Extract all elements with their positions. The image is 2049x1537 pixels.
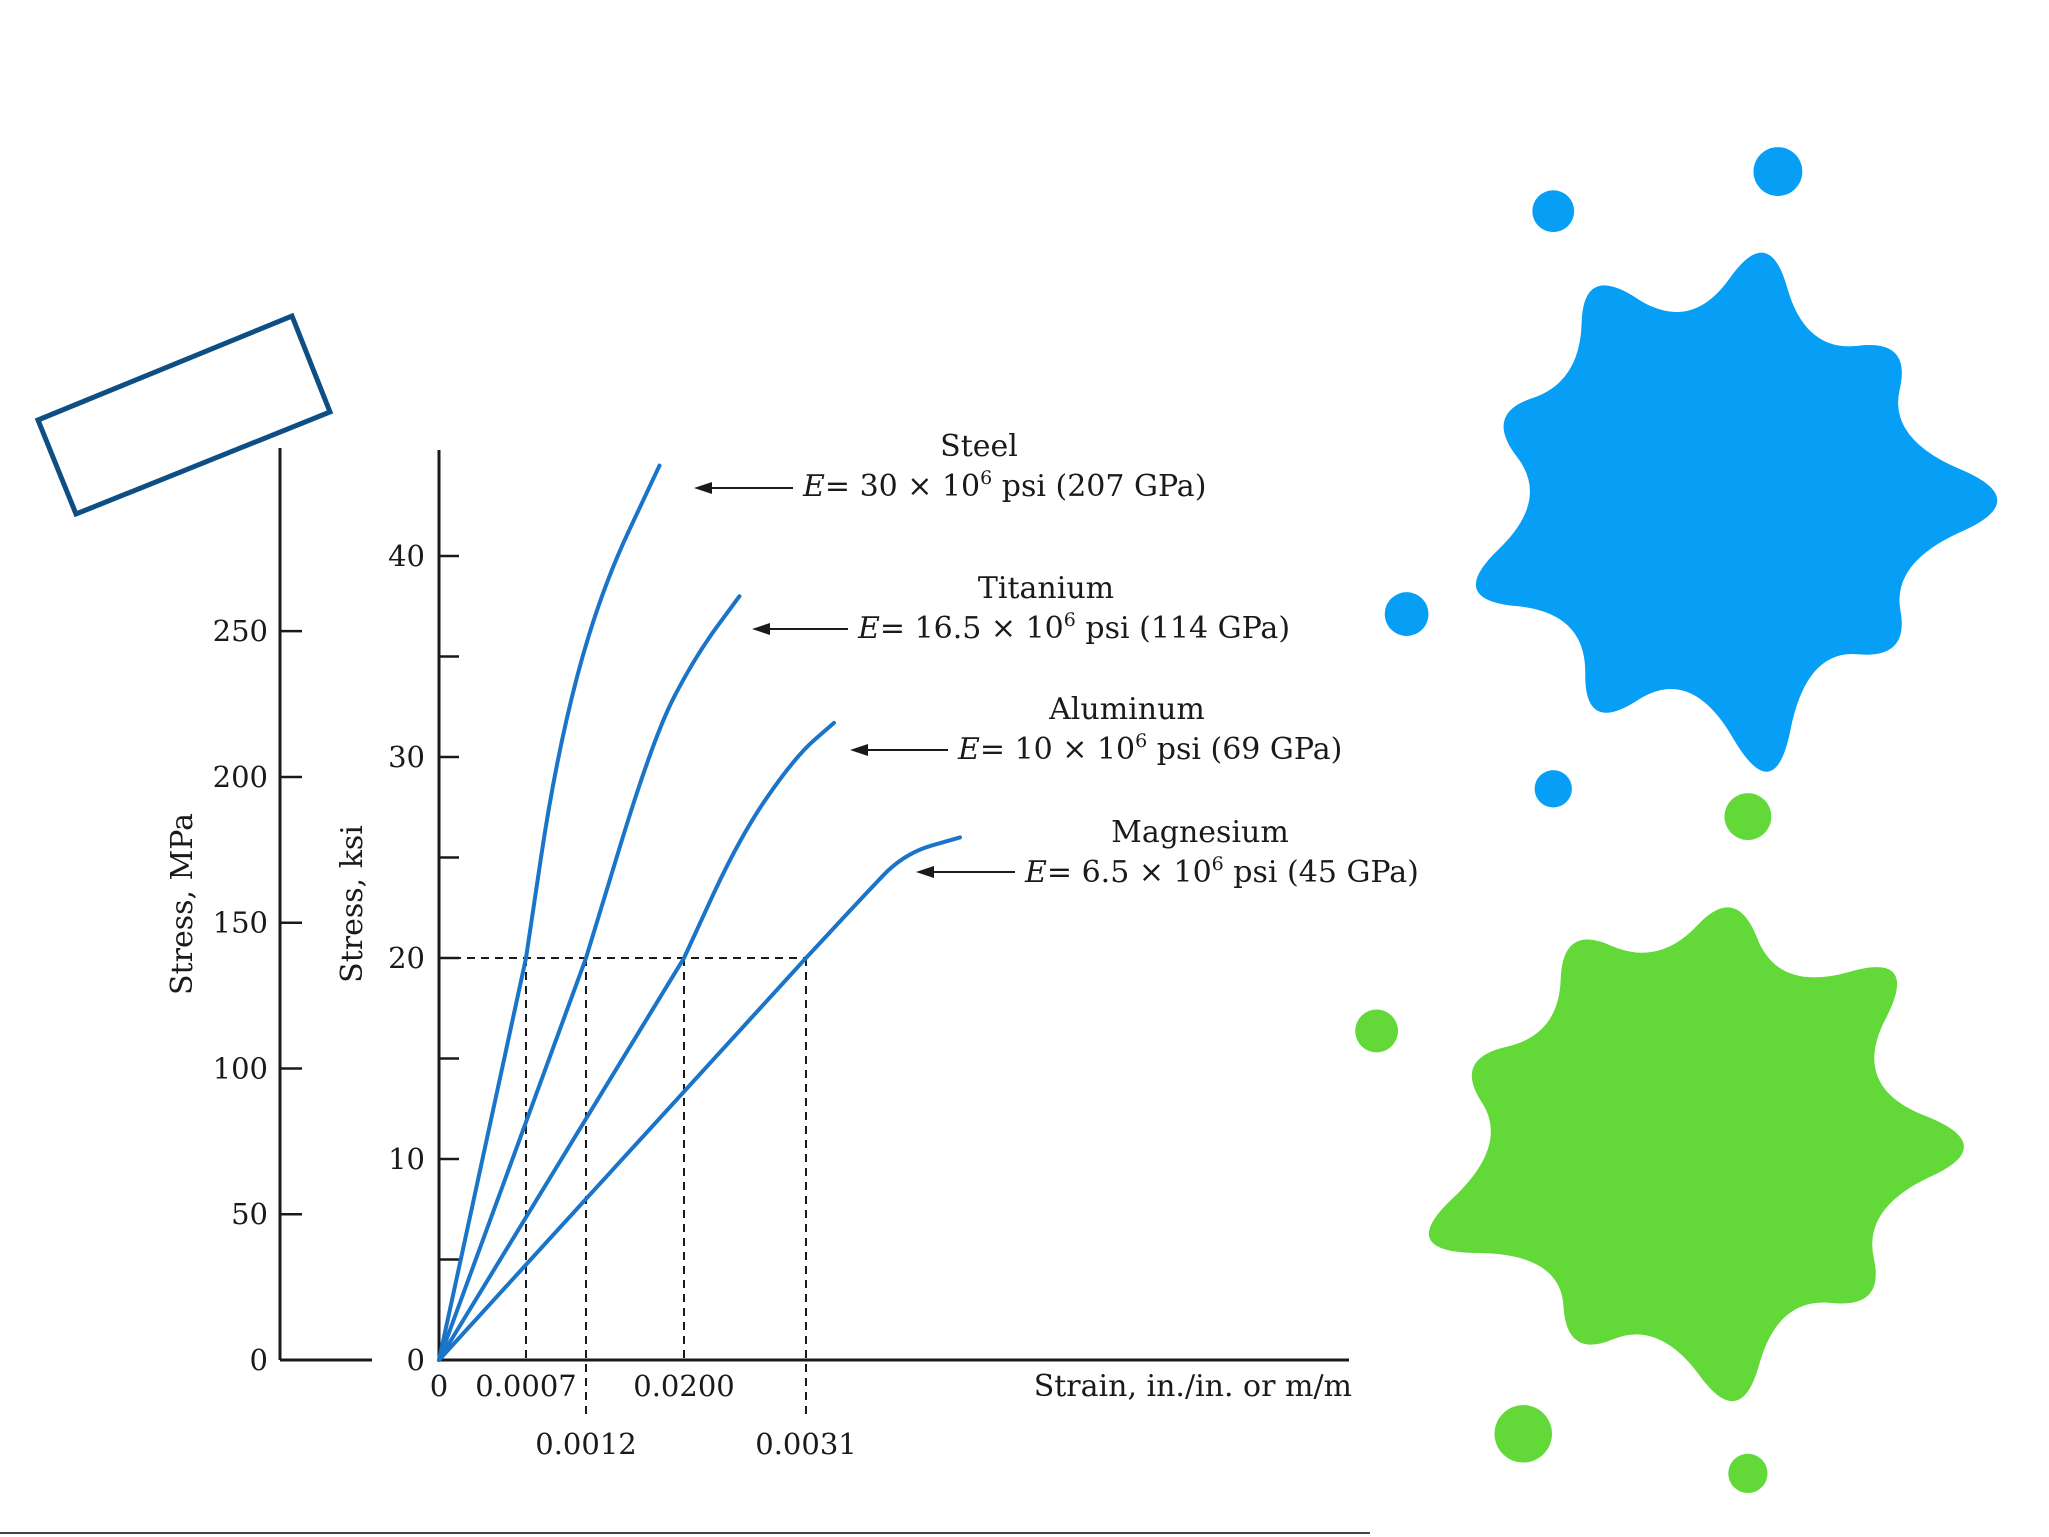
splat-green-droplet: [1724, 793, 1772, 840]
mpa-tick-label-50: 50: [231, 1197, 268, 1231]
blank-rotated-box: [34, 312, 334, 518]
arrowhead-steel: [694, 482, 712, 494]
ksi-tick-label-20: 20: [388, 941, 425, 975]
curve-magnesium: [437, 835, 962, 1362]
splat-blue-body: [1475, 252, 1998, 772]
series-modulus-aluminum: E= 10 × 106 psi (69 GPa): [957, 730, 1342, 767]
ksi-axis-title: Stress, ksi: [335, 825, 370, 983]
reference-dashed-lines: [439, 957, 807, 1420]
x-tick-label-0: 0: [430, 1369, 448, 1403]
mpa-ticks: 0 50 100 150 200 250: [213, 614, 302, 1377]
label-aluminum: Aluminum E= 10 × 106 psi (69 GPa): [850, 692, 1342, 767]
mpa-tick-label-200: 200: [213, 760, 268, 794]
arrowhead-aluminum: [850, 744, 868, 756]
splat-blue-droplet: [1532, 190, 1575, 233]
x-tick-label-0012: 0.0012: [535, 1427, 636, 1461]
arrowhead-magnesium: [916, 866, 934, 878]
curve-titanium: [437, 594, 742, 1362]
arrowhead-titanium: [752, 623, 770, 635]
series-name-steel: Steel: [940, 429, 1018, 464]
label-magnesium: Magnesium E= 6.5 × 106 psi (45 GPa): [916, 815, 1419, 890]
splat-green-droplet: [1494, 1405, 1552, 1463]
splat-blue-droplet: [1384, 592, 1429, 636]
curve-aluminum: [437, 720, 836, 1362]
label-titanium: Titanium E= 16.5 × 106 psi (114 GPa): [752, 571, 1290, 646]
x-axis-title: Strain, in./in. or m/m: [1034, 1369, 1352, 1404]
x-tick-label-0200: 0.0200: [633, 1369, 734, 1403]
ksi-tick-label-0: 0: [407, 1343, 425, 1377]
series-name-titanium: Titanium: [978, 571, 1114, 606]
mpa-tick-label-100: 100: [213, 1051, 268, 1085]
series-name-aluminum: Aluminum: [1048, 692, 1205, 727]
splat-blue-droplet: [1534, 770, 1572, 808]
x-tick-label-0031: 0.0031: [755, 1427, 856, 1461]
curve-steel: [437, 463, 662, 1362]
series-name-magnesium: Magnesium: [1111, 815, 1289, 850]
splat-blue-droplet: [1753, 147, 1803, 197]
splat-green-droplet: [1355, 1009, 1399, 1053]
splat-green-body: [1428, 907, 1964, 1402]
series-modulus-titanium: E= 16.5 × 106 psi (114 GPa): [857, 609, 1290, 646]
ksi-ticks: 0 10 20 30 40: [388, 539, 459, 1377]
mpa-tick-label-250: 250: [213, 614, 268, 648]
ksi-tick-label-30: 30: [388, 740, 425, 774]
mpa-tick-label-0: 0: [250, 1343, 268, 1377]
mpa-axis-title: Stress, MPa: [165, 813, 200, 995]
blue-splat-shape: [1384, 147, 1998, 808]
ksi-tick-label-10: 10: [388, 1142, 425, 1176]
x-tick-label-0007: 0.0007: [475, 1369, 576, 1403]
ksi-tick-label-40: 40: [388, 539, 425, 573]
series-modulus-steel: E= 30 × 106 psi (207 GPa): [802, 467, 1206, 504]
splat-green-droplet: [1728, 1453, 1768, 1494]
mpa-tick-label-150: 150: [213, 906, 268, 940]
stress-strain-curves: [437, 463, 962, 1362]
green-splat-shape: [1355, 793, 1964, 1494]
label-steel: Steel E= 30 × 106 psi (207 GPa): [694, 429, 1206, 504]
series-modulus-magnesium: E= 6.5 × 106 psi (45 GPa): [1024, 853, 1419, 890]
